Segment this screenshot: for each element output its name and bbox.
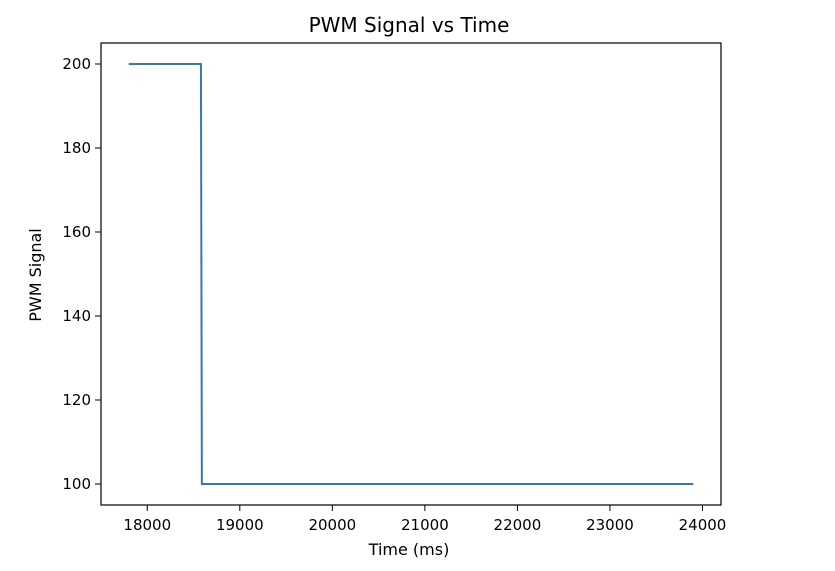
chart-title: PWM Signal vs Time [309, 13, 510, 37]
y-tick-label-160: 160 [62, 223, 91, 241]
x-axis-ticks: 18000 19000 20000 21000 22000 23000 24000 [123, 505, 726, 534]
y-tick-label-140: 140 [62, 307, 91, 325]
series-layer [128, 63, 694, 485]
x-tick-label-23000: 23000 [586, 516, 634, 534]
x-tick-label-24000: 24000 [679, 516, 727, 534]
y-tick-label-200: 200 [62, 55, 91, 73]
x-tick-label-19000: 19000 [216, 516, 264, 534]
y-tick-label-100: 100 [62, 475, 91, 493]
x-axis-label: Time (ms) [368, 540, 450, 559]
x-tick-label-20000: 20000 [308, 516, 356, 534]
x-tick-label-18000: 18000 [123, 516, 171, 534]
plot-frame [100, 42, 722, 506]
series-line-1 [128, 63, 694, 485]
x-tick-label-21000: 21000 [401, 516, 449, 534]
plot-area [100, 42, 722, 506]
y-tick-label-180: 180 [62, 139, 91, 157]
y-tick-label-120: 120 [62, 391, 91, 409]
y-axis-label: PWM Signal [26, 228, 45, 322]
y-axis-ticks: 100 120 140 160 180 200 [62, 55, 101, 493]
x-tick-label-22000: 22000 [494, 516, 542, 534]
